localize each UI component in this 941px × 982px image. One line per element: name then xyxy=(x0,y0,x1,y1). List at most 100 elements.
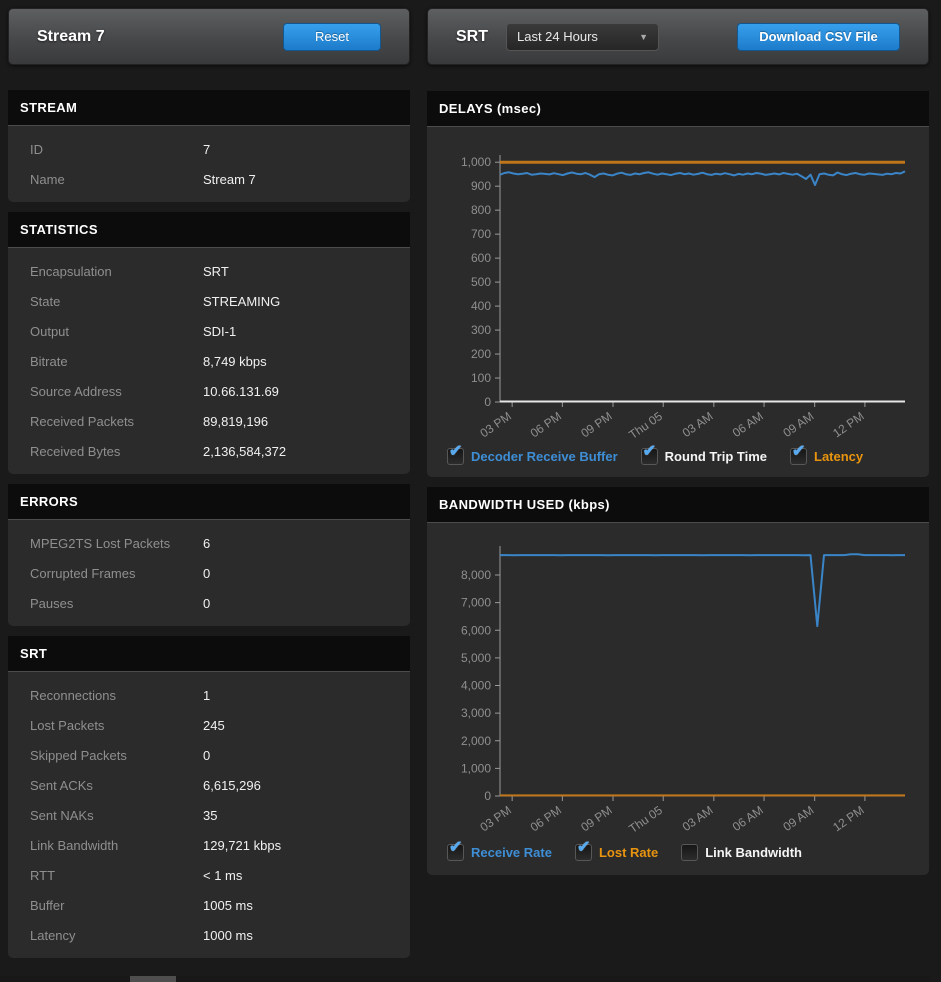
reset-button[interactable]: Reset xyxy=(283,22,381,51)
legend-item: ✔ Latency xyxy=(790,443,864,465)
section-body: Encapsulation SRT State STREAMING Output SDI-… xyxy=(8,248,410,474)
bandwidth-chart-area: 0 1,000 2,000 3,000 4,000 5,000 6,000 7,000 8,00… xyxy=(427,523,929,875)
x-tick-label: Thu 05 xyxy=(626,409,665,442)
checkbox-checked[interactable]: ✔ xyxy=(790,443,807,465)
stat-row: Buffer 1005 ms xyxy=(8,890,410,920)
y-tick-label: 4,000 xyxy=(461,679,491,693)
stat-label: Received Packets xyxy=(30,413,135,429)
stat-value: SDI-1 xyxy=(203,323,237,339)
stat-value: 0 xyxy=(203,595,211,611)
stat-section: SRT Reconnections 1 Lost Packets 245 Skipped … xyxy=(8,636,410,958)
stat-row: Lost Packets 245 xyxy=(8,710,410,740)
stat-label: Sent NAKs xyxy=(30,807,94,823)
checkbox-checked[interactable]: ✔ xyxy=(640,443,658,465)
delays-panel-title: DELAYS (msec) xyxy=(427,91,929,127)
x-tick-label: 09 AM xyxy=(780,803,816,834)
stat-value: 0 xyxy=(203,747,211,763)
stat-row: Name Stream 7 xyxy=(8,164,410,194)
y-tick-label: 400 xyxy=(471,299,491,313)
stat-label: MPEG2TS Lost Packets xyxy=(30,535,171,551)
x-tick-label: 06 PM xyxy=(528,803,564,834)
legend-label: Receive Rate xyxy=(471,845,552,860)
x-tick-label: 06 AM xyxy=(730,409,766,440)
stat-value: Stream 7 xyxy=(203,171,256,187)
y-tick-label: 600 xyxy=(471,251,491,265)
delays-chart-area: 0 100 200 300 400 500 600 700 800 900 1,000 03 PM 06… xyxy=(427,127,929,477)
stream-detail-panel: Stream 7 Reset STREAM ID 7 Name Stream 7 STAT… xyxy=(8,8,410,968)
checkbox-checked[interactable]: ✔ xyxy=(574,839,592,861)
srt-title: SRT xyxy=(456,27,488,45)
stream-header: Stream 7 Reset xyxy=(8,8,410,65)
stat-value: 0 xyxy=(203,565,211,581)
legend-label: Round Trip Time xyxy=(664,449,767,464)
stat-value: 7 xyxy=(203,141,211,157)
download-csv-button[interactable]: Download CSV File xyxy=(737,22,900,51)
check-icon: ✔ xyxy=(449,443,463,460)
stat-row: Received Packets 89,819,196 xyxy=(8,406,410,436)
checkbox-unchecked[interactable] xyxy=(681,844,699,861)
stat-row: State STREAMING xyxy=(8,286,410,316)
stat-value: < 1 ms xyxy=(203,867,243,883)
stat-value: 8,749 kbps xyxy=(203,353,267,369)
x-tick-label: 03 AM xyxy=(680,803,716,834)
stat-row: Source Address 10.66.131.69 xyxy=(8,376,410,406)
stat-label: Latency xyxy=(30,927,76,943)
stat-row: Latency 1000 ms xyxy=(8,920,410,950)
stat-value: STREAMING xyxy=(203,293,281,309)
stat-label: Bitrate xyxy=(30,353,68,369)
section-title: STATISTICS xyxy=(8,212,410,248)
y-tick-label: 200 xyxy=(471,347,491,361)
delays-legend: ✔ Decoder Receive Buffer ✔ Round Trip Time ✔… xyxy=(427,443,864,465)
y-tick-label: 300 xyxy=(471,323,491,337)
scrollbar-thumb[interactable] xyxy=(130,976,176,982)
stat-value: 129,721 kbps xyxy=(203,837,282,853)
srt-charts-panel: SRT Last 24 Hours ▼ Download CSV File DE… xyxy=(427,8,929,885)
stat-row: Corrupted Frames 0 xyxy=(8,558,410,588)
stat-label: Link Bandwidth xyxy=(30,837,119,853)
section-title: STREAM xyxy=(8,90,410,126)
y-tick-label: 8,000 xyxy=(461,568,491,582)
stat-label: Skipped Packets xyxy=(30,747,127,763)
x-tick-label: 03 AM xyxy=(680,409,716,440)
stat-label: Source Address xyxy=(30,383,122,399)
stat-value: 2,136,584,372 xyxy=(203,443,287,459)
x-tick-label: 03 PM xyxy=(477,409,513,440)
y-tick-label: 500 xyxy=(471,275,491,289)
stat-value: 89,819,196 xyxy=(203,413,269,429)
legend-item: ✔ Decoder Receive Buffer xyxy=(447,443,618,465)
section-body: Reconnections 1 Lost Packets 245 Skipped Pac… xyxy=(8,672,410,958)
stat-value: 35 xyxy=(203,807,218,823)
stat-label: Sent ACKs xyxy=(30,777,93,793)
stat-label: Corrupted Frames xyxy=(30,565,136,581)
stat-value: 1 xyxy=(203,687,211,703)
x-tick-label: Thu 05 xyxy=(626,803,665,836)
check-icon: ✔ xyxy=(449,839,463,856)
stat-section: STREAM ID 7 Name Stream 7 xyxy=(8,90,410,202)
stat-row: RTT < 1 ms xyxy=(8,860,410,890)
stat-label: Received Bytes xyxy=(30,443,121,459)
x-tick-label: 09 AM xyxy=(780,409,816,440)
stat-label: State xyxy=(30,293,61,309)
y-tick-label: 2,000 xyxy=(461,734,491,748)
check-icon: ✔ xyxy=(576,839,591,856)
y-tick-label: 900 xyxy=(471,179,491,193)
time-range-value: Last 24 Hours xyxy=(517,29,598,44)
stat-label: ID xyxy=(30,141,43,157)
legend-label: Latency xyxy=(814,449,864,464)
y-tick-label: 1,000 xyxy=(461,155,491,169)
stat-row: Reconnections 1 xyxy=(8,680,410,710)
horizontal-scrollbar[interactable] xyxy=(0,976,930,982)
checkbox-checked[interactable]: ✔ xyxy=(447,839,464,861)
x-tick-label: 12 PM xyxy=(830,409,866,440)
legend-item: ✔ Receive Rate xyxy=(447,839,552,861)
stream-title: Stream 7 xyxy=(37,27,105,45)
stat-row: MPEG2TS Lost Packets 6 xyxy=(8,528,410,558)
bandwidth-legend: ✔ Receive Rate ✔ Lost Rate Link Bandwidth xyxy=(427,839,802,861)
stat-row: Received Bytes 2,136,584,372 xyxy=(8,436,410,466)
stat-label: Name xyxy=(30,171,65,187)
time-range-select[interactable]: Last 24 Hours ▼ xyxy=(506,22,659,51)
y-tick-label: 0 xyxy=(484,395,491,409)
section-body: ID 7 Name Stream 7 xyxy=(8,126,410,202)
stat-label: Encapsulation xyxy=(30,263,112,279)
checkbox-checked[interactable]: ✔ xyxy=(447,443,464,465)
